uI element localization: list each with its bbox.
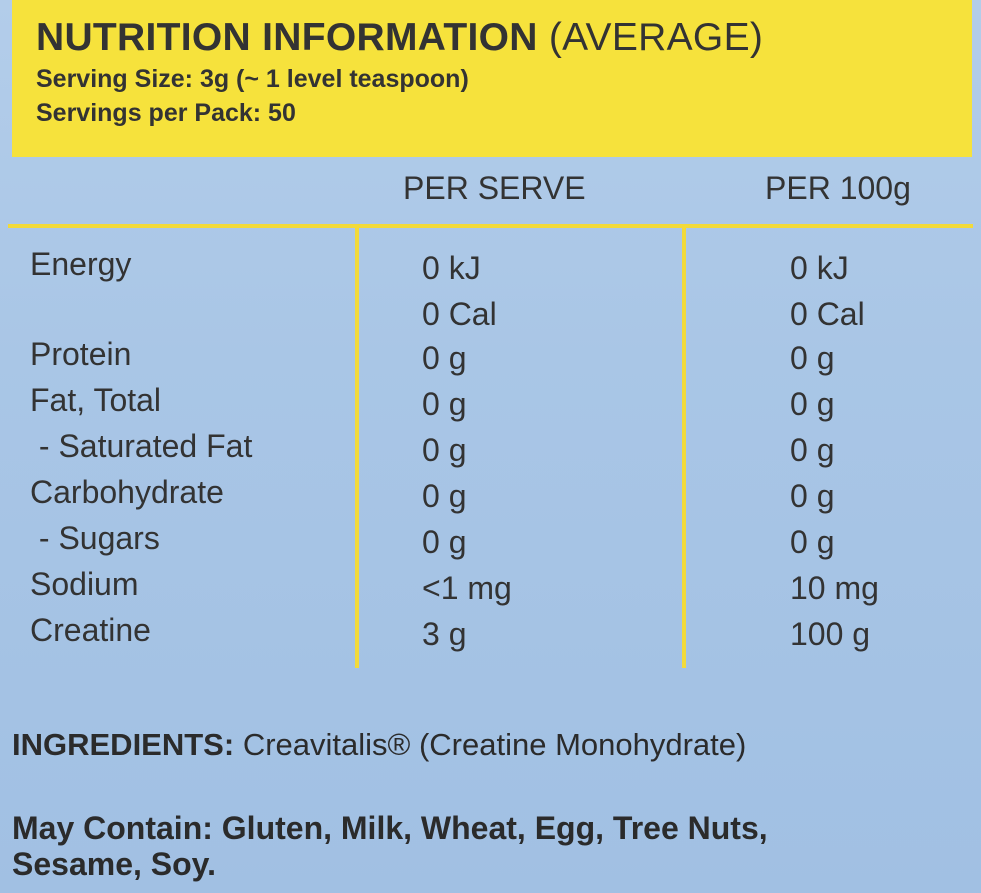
nutrient-name: Fat, Total bbox=[30, 382, 162, 418]
table-row: - Sugars 0 g 0 g bbox=[0, 515, 981, 561]
serving-size: Serving Size: 3g (~ 1 level teaspoon) bbox=[36, 65, 469, 93]
allergen-line-2: Sesame, Soy. bbox=[12, 846, 216, 882]
per-serve-value: 0 g bbox=[422, 386, 467, 422]
per-serve-value: <1 mg bbox=[422, 570, 512, 606]
table-row: - Saturated Fat 0 g 0 g bbox=[0, 423, 981, 469]
table-row: Sodium <1 mg 10 mg bbox=[0, 561, 981, 607]
per-100g-value: 0 g bbox=[790, 432, 835, 468]
per-100g-value: 0 g bbox=[790, 386, 835, 422]
per-100g-value: 0 g bbox=[790, 340, 835, 376]
table-row: Creatine 3 g 100 g bbox=[0, 607, 981, 653]
title-average: (AVERAGE) bbox=[548, 16, 764, 59]
per-100g-value: 0 g bbox=[790, 478, 835, 514]
per-serve-value: 3 g bbox=[422, 616, 467, 652]
per-100g-value: 100 g bbox=[790, 616, 871, 652]
per-serve-value: 0 g bbox=[422, 340, 467, 376]
per-serve-value: 0 g bbox=[422, 524, 467, 560]
per-100g-value: 0 g bbox=[790, 524, 835, 560]
allergen-statement: May Contain: Gluten, Milk, Wheat, Egg, T… bbox=[12, 810, 768, 882]
table-row: Protein 0 g 0 g bbox=[0, 331, 981, 377]
per-100g-value: 10 mg bbox=[790, 570, 879, 606]
ingredients-text: Creavitalis® (Creatine Monohydrate) bbox=[242, 727, 747, 762]
per-serve-value: 0 g bbox=[422, 478, 467, 514]
nutrition-header-banner: NUTRITION INFORMATION (AVERAGE) Serving … bbox=[12, 0, 972, 157]
nutrient-name: Carbohydrate bbox=[30, 474, 224, 510]
nutrient-name: Protein bbox=[30, 336, 132, 372]
ingredients-statement: INGREDIENTS: Creavitalis® (Creatine Mono… bbox=[12, 727, 746, 763]
table-row: Fat, Total 0 g 0 g bbox=[0, 377, 981, 423]
table-row: Energy 0 kJ 0 kJ bbox=[0, 241, 981, 287]
per-100g-value: 0 Cal bbox=[790, 296, 865, 332]
nutrient-name: Sodium bbox=[30, 566, 139, 602]
per-serve-value: 0 g bbox=[422, 432, 467, 468]
ingredients-label: INGREDIENTS: bbox=[12, 727, 235, 762]
nutrient-name: Creatine bbox=[30, 612, 151, 648]
column-header-per-serve: PER SERVE bbox=[403, 170, 586, 206]
title-main: NUTRITION INFORMATION bbox=[36, 16, 538, 59]
per-serve-value: 0 kJ bbox=[422, 250, 481, 286]
table-row: Carbohydrate 0 g 0 g bbox=[0, 469, 981, 515]
table-row: 0 Cal 0 Cal bbox=[0, 291, 981, 337]
column-divider-left bbox=[355, 226, 359, 668]
servings-per-pack: Servings per Pack: 50 bbox=[36, 99, 296, 127]
column-divider-right bbox=[682, 226, 686, 668]
per-100g-value: 0 kJ bbox=[790, 250, 849, 286]
nutrient-name: - Sugars bbox=[30, 520, 160, 556]
column-header-per-100g: PER 100g bbox=[765, 170, 911, 206]
per-serve-value: 0 Cal bbox=[422, 296, 497, 332]
table-header-rule bbox=[8, 224, 973, 228]
nutrient-name: - Saturated Fat bbox=[30, 428, 253, 464]
panel-title: NUTRITION INFORMATION (AVERAGE) bbox=[36, 14, 972, 62]
nutrient-name: Energy bbox=[30, 246, 132, 282]
allergen-line-1: May Contain: Gluten, Milk, Wheat, Egg, T… bbox=[12, 810, 768, 846]
